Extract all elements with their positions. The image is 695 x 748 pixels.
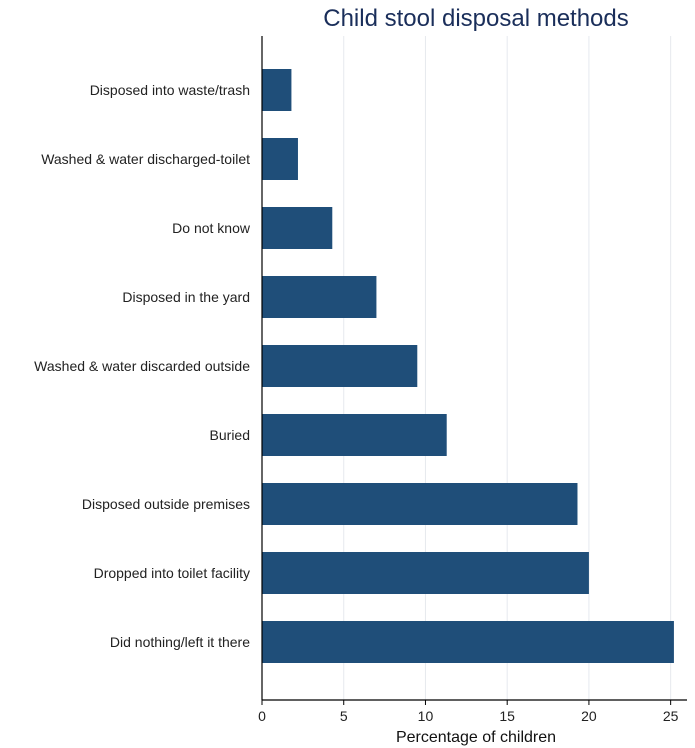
x-tick-label: 5 bbox=[340, 708, 348, 724]
x-tick-label: 20 bbox=[581, 708, 597, 724]
bar bbox=[262, 345, 418, 387]
category-label: Disposed outside premises bbox=[82, 496, 250, 512]
axes bbox=[261, 36, 687, 701]
x-ticks: 0 5 10 15 20 25 bbox=[258, 700, 679, 724]
category-label: Disposed in the yard bbox=[122, 289, 250, 305]
bar bbox=[262, 483, 578, 525]
category-labels: Disposed into waste/trash Washed & water … bbox=[34, 82, 251, 650]
bar bbox=[262, 276, 377, 318]
bars bbox=[262, 69, 674, 663]
category-label: Did nothing/left it there bbox=[110, 634, 250, 650]
x-tick-label: 0 bbox=[258, 708, 266, 724]
x-tick-label: 25 bbox=[663, 708, 679, 724]
category-label: Dropped into toilet facility bbox=[94, 565, 250, 581]
chart-title: Child stool disposal methods bbox=[323, 5, 629, 32]
bar bbox=[262, 552, 589, 594]
bar bbox=[262, 138, 298, 180]
x-tick-label: 15 bbox=[499, 708, 515, 724]
category-label: Disposed into waste/trash bbox=[90, 82, 250, 98]
x-tick-label: 10 bbox=[418, 708, 434, 724]
bar bbox=[262, 207, 333, 249]
category-label: Buried bbox=[210, 427, 250, 443]
x-axis-title: Percentage of children bbox=[396, 729, 556, 746]
bar bbox=[262, 69, 292, 111]
category-label: Washed & water discarded outside bbox=[34, 358, 250, 374]
bar bbox=[262, 621, 674, 663]
category-label: Washed & water discharged-toilet bbox=[41, 151, 250, 167]
category-label: Do not know bbox=[172, 220, 251, 236]
bar bbox=[262, 414, 447, 456]
